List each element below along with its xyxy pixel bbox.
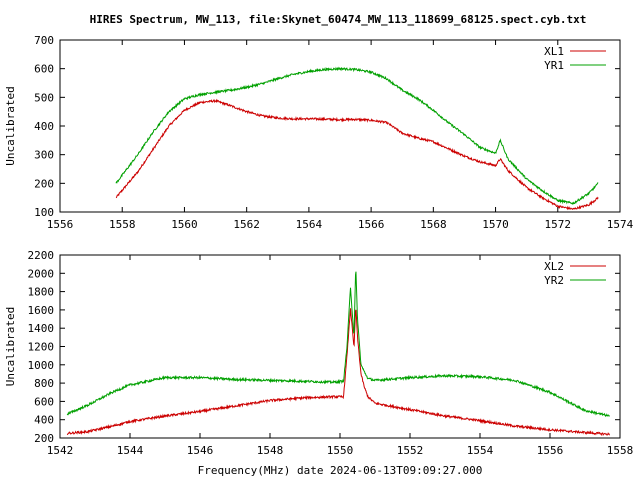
- x-tick-label: 1548: [257, 444, 284, 457]
- y-tick-label: 600: [34, 395, 54, 408]
- x-axis-label: Frequency(MHz) date 2024-06-13T09:09:27.…: [198, 464, 483, 477]
- y-tick-label: 500: [34, 91, 54, 104]
- series-line-yr1: [115, 66, 599, 205]
- y-tick-label: 300: [34, 149, 54, 162]
- series-line-yr2: [66, 271, 610, 418]
- y-tick-label: 2000: [28, 267, 55, 280]
- y-tick-label: 400: [34, 120, 54, 133]
- x-tick-label: 1550: [327, 444, 354, 457]
- bottom-spectrum-panel: 1542 1544 1546 1548 1550 1552 1554 1556 1558 200 4…: [4, 249, 633, 457]
- legend-label: XL2: [544, 260, 564, 273]
- x-tick-label: 1552: [397, 444, 424, 457]
- y-tick-label: 400: [34, 414, 54, 427]
- y-tick-label: 100: [34, 206, 54, 219]
- figure-title: HIRES Spectrum, MW_113, file:Skynet_6047…: [90, 13, 587, 26]
- y-tick-label: 1800: [28, 286, 55, 299]
- legend-label: XL1: [544, 45, 564, 58]
- series-line-xl1: [115, 98, 599, 211]
- y-tick-label: 200: [34, 432, 54, 445]
- y-tick-label: 800: [34, 377, 54, 390]
- series-line-xl2: [66, 308, 610, 436]
- y-tick-label: 2200: [28, 249, 55, 262]
- x-tick-label: 1558: [607, 444, 634, 457]
- x-tick-label: 1556: [47, 218, 74, 231]
- x-tick-label: 1568: [420, 218, 447, 231]
- top-spectrum-panel: 1556 1558 1560 1562 1564 1566 1568 1570 1572 1574…: [4, 34, 634, 231]
- x-tick-label: 1546: [187, 444, 214, 457]
- x-tick-label: 1574: [607, 218, 634, 231]
- x-tick-label: 1572: [545, 218, 572, 231]
- x-tick-label: 1542: [47, 444, 74, 457]
- y-tick-label: 1600: [28, 304, 55, 317]
- y-tick-label: 200: [34, 177, 54, 190]
- legend-label: YR2: [544, 274, 564, 287]
- y-axis-label: Uncalibrated: [4, 86, 17, 165]
- x-tick-label: 1556: [537, 444, 564, 457]
- x-tick-label: 1562: [233, 218, 260, 231]
- y-tick-label: 1200: [28, 341, 55, 354]
- x-tick-label: 1570: [482, 218, 509, 231]
- plot-frame: [59, 254, 621, 439]
- y-tick-label: 1000: [28, 359, 55, 372]
- y-tick-label: 700: [34, 34, 54, 47]
- x-tick-label: 1566: [358, 218, 385, 231]
- x-tick-label: 1558: [109, 218, 136, 231]
- y-tick-label: 1400: [28, 322, 55, 335]
- x-tick-label: 1554: [467, 444, 494, 457]
- y-axis-label: Uncalibrated: [4, 307, 17, 386]
- y-tick-label: 600: [34, 63, 54, 76]
- x-tick-label: 1544: [117, 444, 144, 457]
- x-tick-label: 1560: [171, 218, 198, 231]
- legend-label: YR1: [544, 59, 564, 72]
- x-tick-label: 1564: [296, 218, 323, 231]
